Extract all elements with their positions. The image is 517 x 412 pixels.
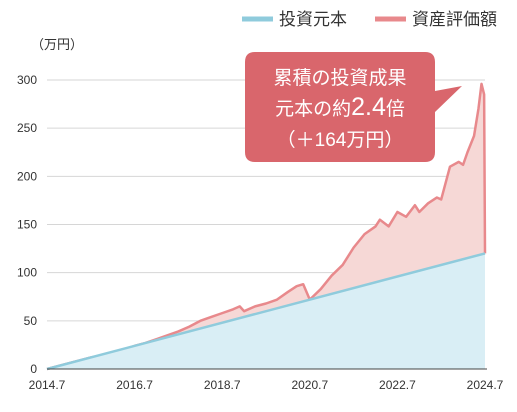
y-unit-label: （万円） <box>31 37 83 52</box>
x-tick-label: 2024.7 <box>467 378 504 392</box>
x-tick-labels: 2014.7 2016.7 2018.7 2020.7 2022.7 2024.7 <box>29 378 504 392</box>
callout-multiplier: 2.4 <box>351 93 386 121</box>
y-tick-label: 50 <box>24 314 38 328</box>
x-tick-label: 2022.7 <box>379 378 416 392</box>
callout-line-2-prefix: 元本の約 <box>275 98 351 120</box>
y-tick-labels: 0 50 100 150 200 250 300 <box>17 73 37 376</box>
y-tick-label: 150 <box>17 218 37 232</box>
x-tick-label: 2018.7 <box>204 378 241 392</box>
callout-line-1: 累積の投資成果 <box>273 67 406 89</box>
y-tick-label: 200 <box>17 169 37 183</box>
x-tick-label: 2020.7 <box>291 378 328 392</box>
callout-line-3: （＋164万円） <box>277 129 404 151</box>
y-tick-label: 0 <box>30 362 37 376</box>
y-tick-label: 100 <box>17 266 37 280</box>
callout-bubble <box>245 52 462 162</box>
callout-line-2-suffix: 倍 <box>386 98 405 120</box>
x-tick-label: 2016.7 <box>116 378 153 392</box>
callout: 累積の投資成果 元本の約2.4倍 （＋164万円） <box>245 52 462 162</box>
principal-line <box>46 252 486 371</box>
legend: 投資元本 資産評価額 <box>242 10 497 29</box>
legend-label-principal: 投資元本 <box>279 10 347 29</box>
x-tick-label: 2014.7 <box>29 378 66 392</box>
callout-line-2: 元本の約2.4倍 <box>275 93 405 121</box>
y-tick-label: 250 <box>17 121 37 135</box>
series-layer <box>46 82 487 371</box>
legend-label-value: 資産評価額 <box>412 10 497 29</box>
y-tick-label: 300 <box>17 73 37 87</box>
